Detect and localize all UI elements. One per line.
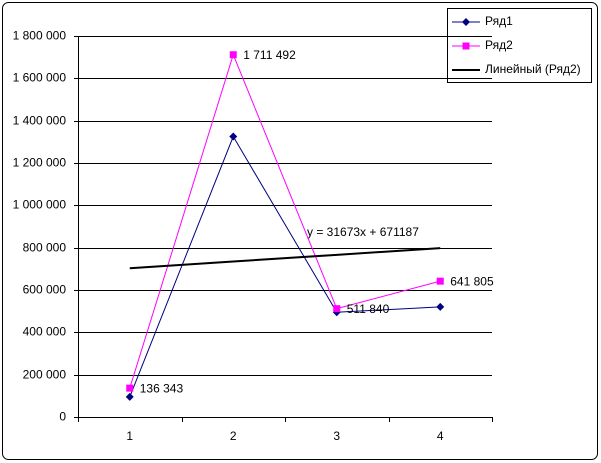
marker xyxy=(462,42,470,50)
data-label: 511 840 xyxy=(347,302,390,316)
marker xyxy=(229,132,238,141)
marker xyxy=(229,51,237,59)
series-line xyxy=(129,135,441,398)
data-label: 641 805 xyxy=(450,274,494,288)
y-tick-label: 200 000 xyxy=(23,368,67,382)
marker xyxy=(462,18,470,26)
x-tick-label: 1 xyxy=(126,429,133,443)
y-tick-label: 1 000 000 xyxy=(13,198,67,212)
x-tick-label: 4 xyxy=(437,429,444,443)
legend-label: Линейный (Ряд2) xyxy=(485,62,581,76)
y-tick-label: 1 600 000 xyxy=(13,71,67,85)
y-tick-label: 0 xyxy=(59,410,66,424)
y-tick-label: 1 200 000 xyxy=(13,156,67,170)
marker xyxy=(436,277,444,285)
marker xyxy=(126,384,134,392)
trend-equation: y = 31673x + 671187 xyxy=(307,225,419,239)
y-tick-label: 600 000 xyxy=(23,283,67,297)
legend-label: Ряд2 xyxy=(485,38,513,52)
legend-label: Ряд1 xyxy=(485,14,513,28)
y-tick-label: 800 000 xyxy=(23,241,67,255)
x-tick-label: 2 xyxy=(230,429,237,443)
y-tick-label: 400 000 xyxy=(23,325,67,339)
data-label: 1 711 492 xyxy=(243,48,296,62)
x-tick-label: 3 xyxy=(333,429,340,443)
data-label: 136 343 xyxy=(140,381,184,395)
marker xyxy=(333,305,341,313)
y-tick-label: 1 400 000 xyxy=(13,114,67,128)
y-tick-label: 1 800 000 xyxy=(13,29,67,43)
series-line xyxy=(129,53,441,389)
marker xyxy=(125,392,134,401)
series-line xyxy=(129,247,441,270)
marker xyxy=(436,302,445,311)
